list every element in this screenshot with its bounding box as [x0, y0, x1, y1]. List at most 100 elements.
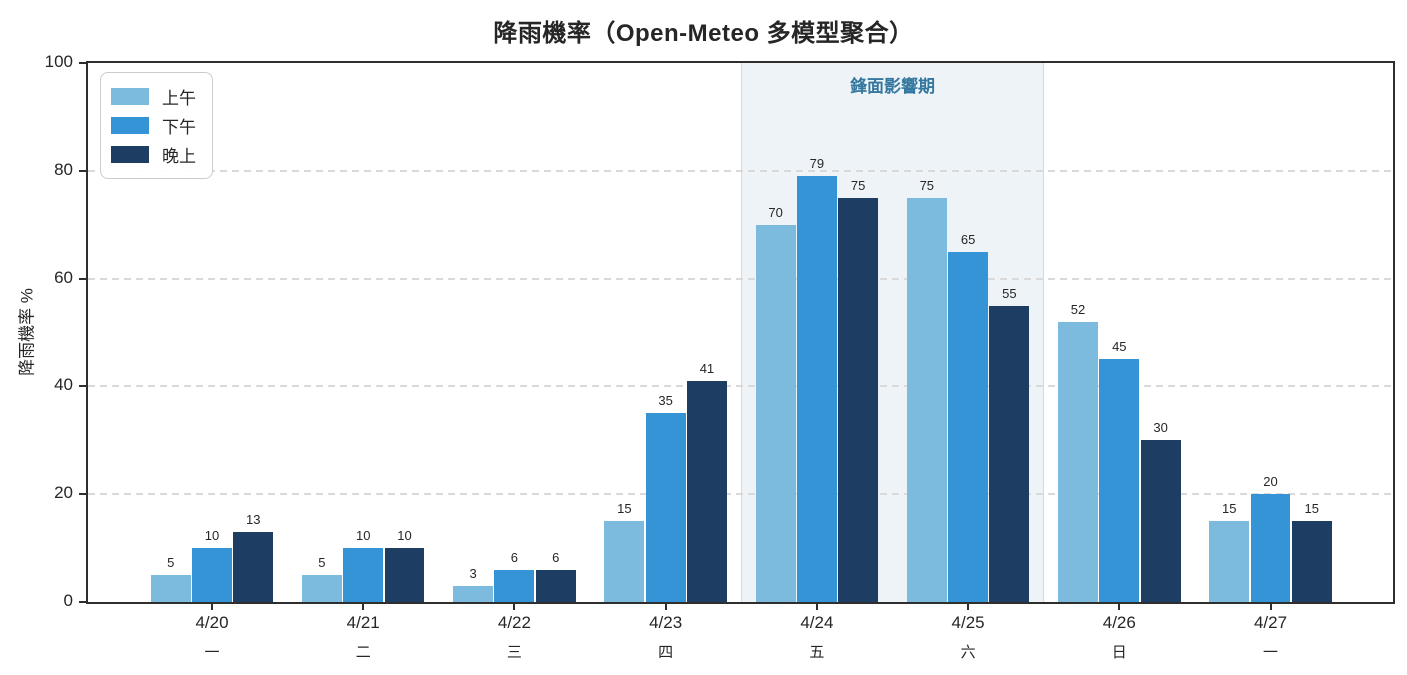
bar-value-label-4/23-下午: 35: [658, 393, 673, 409]
legend-swatch-morning: [111, 88, 149, 105]
x-tick-4/27: [1269, 604, 1272, 610]
bar-4/21-下午: [343, 548, 384, 602]
x-weekday-label-4/21: 二: [355, 644, 371, 661]
x-tick-4/23: [664, 604, 667, 610]
bar-value-label-4/22-晚上: 6: [552, 549, 560, 565]
bar-value-label-4/27-上午: 15: [1221, 501, 1237, 517]
gridline-y80: [88, 169, 1393, 172]
bar-4/20-下午: [192, 548, 232, 602]
bar-4/24-下午: [796, 176, 837, 602]
x-weekday-label-4/25: 六: [960, 644, 976, 661]
x-tick-label-4/24: 4/24: [800, 613, 834, 632]
bar-value-label-4/22-上午: 3: [469, 565, 477, 581]
plot-area: 5 10 13 5 10 10 3 6 6 15 35 41 70 79 75 75 65 55 52 45 30 15 2…: [88, 63, 1393, 602]
bar-4/21-晚上: [384, 548, 425, 602]
bar-value-label-4/26-下午: 45: [1112, 339, 1127, 355]
x-tick-label-4/25: 4/25: [951, 613, 985, 632]
bar-4/27-上午: [1209, 521, 1250, 602]
bar-value-label-4/25-上午: 75: [919, 177, 935, 193]
x-tick-label-4/27: 4/27: [1253, 613, 1288, 632]
bar-value-label-4/27-晚上: 15: [1304, 501, 1320, 517]
bar-4/22-晚上: [535, 569, 576, 602]
x-tick-label-4/20: 4/20: [195, 613, 229, 632]
bar-4/25-晚上: [989, 305, 1030, 602]
bar-4/20-上午: [150, 575, 191, 602]
gridline-y40: [88, 385, 1393, 388]
x-weekday-label-4/27: 一: [1262, 644, 1279, 661]
bar-value-label-4/27-下午: 20: [1263, 474, 1278, 490]
y-tick-60: [79, 277, 86, 280]
legend-swatch-afternoon: [111, 117, 149, 134]
bar-value-label-4/20-下午: 10: [204, 528, 220, 544]
x-weekday-label-4/24: 五: [809, 644, 825, 661]
bar-4/20-晚上: [233, 531, 274, 602]
legend-label-morning: 上午: [162, 89, 196, 108]
bar-4/27-晚上: [1291, 521, 1332, 602]
bar-value-label-4/23-晚上: 41: [699, 361, 715, 377]
y-tick-label-20: 20: [54, 483, 73, 503]
bar-value-label-4/20-晚上: 13: [246, 511, 261, 527]
x-tick-4/20: [210, 604, 213, 610]
bar-value-label-4/22-下午: 6: [510, 549, 519, 565]
gridline-y20: [88, 493, 1393, 496]
legend-item-evening: 晚上: [111, 140, 196, 169]
bar-4/23-下午: [645, 413, 686, 602]
bar-4/22-上午: [453, 585, 494, 602]
bar-4/21-上午: [301, 575, 342, 602]
legend-label-afternoon: 下午: [162, 118, 196, 137]
y-axis: 0 20 40 60 80 100: [0, 52, 86, 610]
x-tick-label-4/21: 4/21: [346, 613, 380, 632]
bar-4/24-上午: [755, 224, 796, 602]
y-tick-label-0: 0: [63, 591, 73, 610]
bar-value-label-4/24-下午: 79: [809, 156, 825, 172]
bar-value-label-4/21-下午: 10: [355, 528, 371, 544]
bar-4/24-晚上: [838, 197, 879, 602]
bar-4/26-晚上: [1140, 440, 1181, 602]
x-tick-4/26: [1118, 604, 1121, 610]
y-tick-label-40: 40: [54, 375, 73, 395]
y-tick-40: [79, 385, 86, 388]
bar-4/25-下午: [948, 251, 989, 602]
y-tick-label-60: 60: [54, 267, 73, 287]
legend-item-morning: 上午: [111, 82, 196, 111]
x-weekday-label-4/23: 四: [658, 644, 674, 661]
y-tick-80: [79, 169, 86, 172]
legend-label-evening: 晚上: [162, 147, 196, 166]
bar-value-label-4/21-晚上: 10: [397, 528, 412, 544]
bar-4/26-上午: [1058, 321, 1098, 602]
x-tick-4/24: [815, 604, 818, 610]
x-tick-4/21: [362, 604, 365, 610]
legend-swatch-evening: [111, 146, 149, 163]
y-tick-100: [79, 62, 86, 64]
x-tick-4/22: [513, 604, 516, 610]
legend: 上午 下午 晚上: [100, 72, 213, 179]
x-tick-label-4/23: 4/23: [649, 613, 683, 632]
front-band-label: 鋒面影響期: [849, 77, 935, 96]
y-tick-label-100: 100: [44, 52, 73, 71]
bar-4/23-上午: [604, 521, 645, 602]
x-weekday-label-4/22: 三: [506, 644, 522, 661]
bar-value-label-4/26-晚上: 30: [1153, 420, 1168, 436]
x-weekday-label-4/26: 日: [1111, 644, 1127, 661]
x-tick-label-4/26: 4/26: [1102, 613, 1136, 632]
x-weekday-label-4/20: 一: [204, 644, 220, 661]
bar-value-label-4/20-上午: 5: [167, 555, 175, 571]
bar-4/22-下午: [494, 569, 535, 602]
legend-item-afternoon: 下午: [111, 111, 196, 140]
bar-value-label-4/23-上午: 15: [617, 501, 632, 517]
bar-4/25-上午: [906, 197, 947, 602]
gridline-y60: [88, 277, 1393, 280]
bar-value-label-4/25-晚上: 55: [1002, 285, 1017, 301]
y-tick-0: [79, 601, 86, 603]
x-tick-4/25: [967, 604, 970, 610]
bar-value-label-4/24-晚上: 75: [850, 177, 866, 193]
bar-4/23-晚上: [686, 381, 727, 602]
chart-title: 降雨機率（Open-Meteo 多模型聚合）: [493, 20, 914, 47]
bar-value-label-4/25-下午: 65: [960, 231, 976, 247]
y-tick-20: [79, 493, 86, 496]
bar-value-label-4/24-上午: 70: [768, 204, 783, 220]
y-tick-label-80: 80: [54, 159, 73, 179]
bar-4/27-下午: [1250, 494, 1291, 602]
x-axis: 4/20 一 4/21 二 4/22 三 4/23 四 4/24 五 4/25 六 4/26 日 4/27 一: [88, 604, 1393, 670]
